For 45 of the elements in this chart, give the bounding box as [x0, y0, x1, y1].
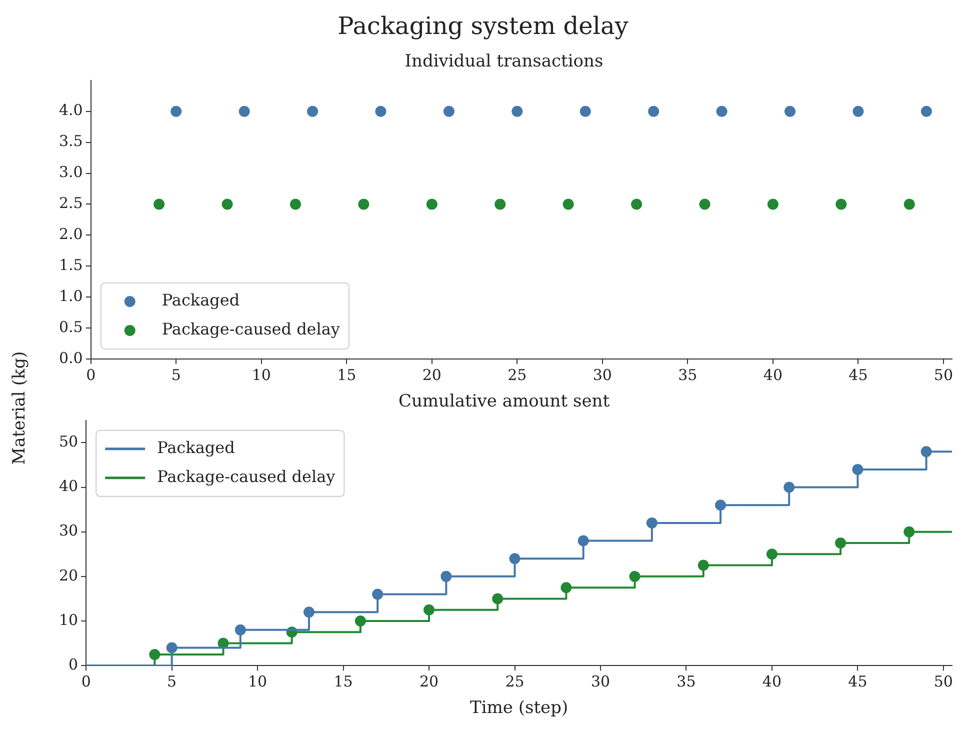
x-tick-label: 25 [508, 366, 527, 384]
legend-label: Package-caused delay [162, 320, 340, 339]
x-axis-title: Time (step) [470, 698, 568, 718]
x-tick-label: 25 [505, 672, 524, 690]
x-tick-label: 35 [678, 366, 698, 384]
y-tick-label: 0.0 [58, 348, 83, 367]
y-tick-label: 30 [58, 522, 78, 540]
x-tick-label: 40 [763, 366, 782, 384]
x-tick-label: 15 [334, 672, 353, 690]
x-tick-label: 10 [252, 366, 271, 384]
x-tick-label: 10 [248, 672, 268, 690]
legend-label: Packaged [162, 290, 240, 310]
x-tick-label: 50 [934, 672, 953, 690]
y-axis-title: Material (kg) [10, 351, 30, 465]
x-tick-label: 45 [848, 366, 868, 384]
x-tick-label: 35 [676, 672, 696, 690]
x-tick-label: 30 [590, 672, 610, 690]
x-tick-label: 5 [171, 366, 181, 384]
x-tick-label: 40 [762, 672, 782, 690]
x-tick-label: 50 [934, 366, 954, 384]
y-tick-label: 3.5 [58, 132, 83, 150]
y-tick-label: 50 [58, 432, 78, 451]
y-tick-label: 20 [58, 566, 78, 584]
x-tick-label: 5 [167, 672, 177, 690]
x-tick-label: 20 [422, 366, 442, 384]
x-tick-label: 0 [86, 366, 96, 384]
y-tick-label: 1.0 [58, 286, 83, 305]
legend-label: Packaged [157, 438, 235, 458]
chart-subtitle: Individual transactions [404, 52, 604, 72]
y-tick-label: 10 [58, 610, 78, 629]
y-tick-label: 4.0 [58, 101, 83, 120]
y-tick-label: 2.0 [58, 225, 83, 244]
x-tick-label: 15 [337, 366, 356, 384]
y-tick-label: 3.0 [58, 163, 83, 182]
chart-title: Packaging system delay [336, 11, 630, 42]
x-tick-label: 45 [848, 672, 868, 690]
x-tick-label: 20 [419, 672, 439, 690]
legend-label: Package-caused delay [157, 467, 336, 486]
y-tick-label: 2.5 [58, 194, 83, 212]
chart-title: Cumulative amount sent [398, 392, 610, 412]
y-tick-label: 0.5 [58, 318, 83, 336]
x-tick-label: 30 [592, 366, 612, 384]
y-tick-label: 1.5 [58, 256, 83, 274]
y-tick-label: 0 [68, 655, 78, 674]
y-tick-label: 40 [58, 477, 78, 496]
